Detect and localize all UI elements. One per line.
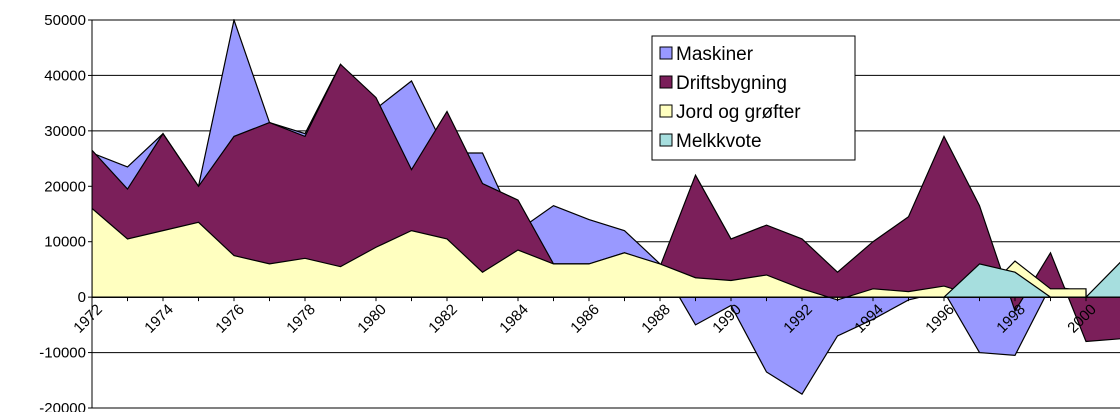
legend-label: Driftsbygning xyxy=(676,73,787,94)
legend-label: Jord og grøfter xyxy=(676,102,801,123)
x-tick-label: 1982 xyxy=(425,301,461,337)
legend-swatch xyxy=(659,133,673,147)
legend-swatch xyxy=(659,75,673,89)
y-tick-label: 0 xyxy=(78,289,86,306)
x-tick-label: 1984 xyxy=(496,301,532,337)
legend-label: Maskiner xyxy=(676,44,754,65)
y-tick-label: 10000 xyxy=(44,234,86,251)
x-tick-label: 1974 xyxy=(141,301,177,337)
x-tick-label: 1980 xyxy=(354,301,390,337)
x-tick-label: 1978 xyxy=(283,301,319,337)
y-tick-label: 50000 xyxy=(44,12,86,29)
y-tick-label: -10000 xyxy=(39,345,86,362)
x-tick-label: 1988 xyxy=(638,301,674,337)
plot-area xyxy=(92,19,1120,395)
legend xyxy=(651,35,856,161)
y-tick-label: -20000 xyxy=(39,400,86,412)
y-tick-label: 30000 xyxy=(44,123,86,140)
x-tick-label: 1972 xyxy=(70,301,106,337)
y-tick-label: 20000 xyxy=(44,178,86,195)
legend-label: Melkkvote xyxy=(676,131,762,152)
legend-swatch xyxy=(659,46,673,60)
x-tick-label: 1976 xyxy=(212,301,248,337)
legend-swatch xyxy=(659,104,673,118)
x-tick-label: 1986 xyxy=(567,301,603,337)
y-tick-label: 40000 xyxy=(44,67,86,84)
